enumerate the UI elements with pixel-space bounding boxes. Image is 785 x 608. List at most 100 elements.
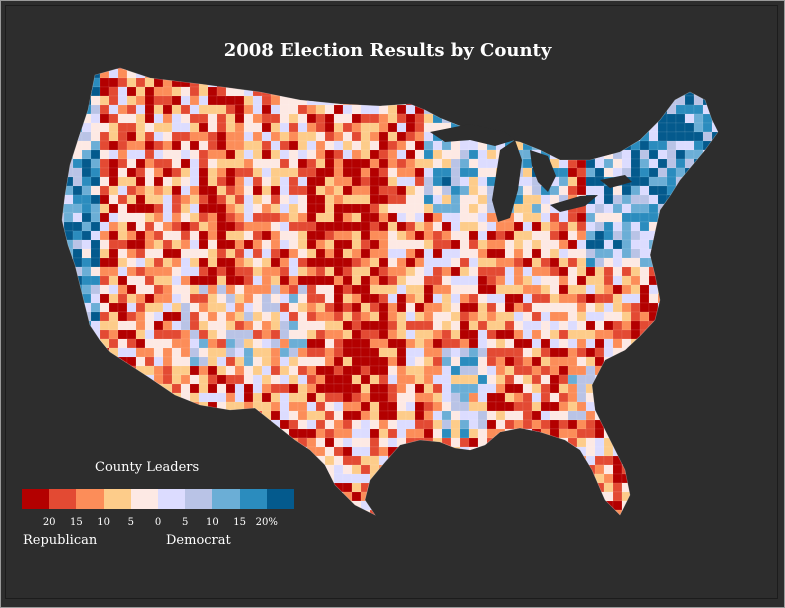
county-tile	[657, 500, 668, 511]
county-tile	[144, 401, 155, 412]
county-tile	[378, 77, 398, 88]
county-tile	[567, 284, 578, 295]
county-tile	[721, 438, 730, 447]
county-tile	[108, 176, 119, 187]
county-tile	[252, 446, 263, 457]
county-tile	[711, 203, 718, 214]
county-tile	[90, 68, 101, 70]
county-tile	[576, 428, 587, 439]
county-tile	[333, 437, 344, 448]
county-tile	[441, 266, 452, 277]
county-tile	[108, 275, 119, 286]
county-tile	[522, 410, 533, 421]
county-tile	[378, 392, 389, 403]
county-tile	[108, 167, 119, 178]
county-tile	[297, 230, 308, 241]
county-tile	[513, 401, 524, 412]
county-tile	[387, 257, 398, 268]
county-tile	[279, 284, 290, 295]
county-tile	[387, 302, 398, 313]
county-tile	[711, 401, 718, 412]
county-tile	[549, 185, 560, 196]
county-tile	[612, 437, 623, 448]
county-tile	[243, 203, 254, 214]
county-tile	[324, 68, 335, 79]
county-tile	[414, 437, 425, 448]
county-tile	[81, 194, 92, 205]
county-tile	[198, 86, 209, 97]
county-tile	[558, 410, 569, 421]
county-tile	[99, 194, 110, 205]
county-tile	[675, 266, 686, 277]
county-tile	[486, 68, 497, 70]
county-tile	[324, 437, 335, 448]
county-tile	[189, 104, 200, 115]
county-tile	[621, 401, 632, 412]
county-tile	[711, 167, 718, 178]
county-tile	[288, 266, 299, 277]
county-tile	[297, 464, 317, 475]
county-tile	[459, 68, 479, 79]
county-tile	[198, 167, 209, 178]
county-tile	[135, 95, 146, 106]
county-tile	[477, 374, 488, 385]
county-tile	[333, 86, 344, 97]
county-tile	[324, 266, 335, 277]
county-tile	[270, 383, 281, 394]
county-tile	[396, 491, 407, 502]
county-tile	[261, 113, 272, 124]
county-tile	[648, 437, 659, 448]
county-tile	[648, 122, 659, 133]
county-tile	[495, 419, 506, 430]
county-tile	[513, 347, 524, 358]
county-tile	[486, 365, 497, 376]
county-tile	[721, 231, 730, 240]
county-tile	[567, 68, 587, 70]
county-tile	[144, 311, 155, 322]
county-tile	[432, 68, 443, 70]
county-tile	[279, 347, 290, 358]
county-tile	[666, 509, 677, 515]
county-tile	[405, 500, 425, 511]
county-tile	[432, 401, 443, 412]
county-tile	[90, 104, 101, 115]
county-tile	[549, 68, 569, 79]
county-tile	[585, 86, 596, 97]
county-tile	[62, 95, 65, 106]
county-tile	[414, 410, 425, 421]
county-tile	[153, 68, 164, 70]
county-tile	[90, 131, 101, 142]
county-tile	[721, 492, 730, 501]
county-tile	[207, 311, 218, 322]
county-tile	[144, 428, 164, 439]
county-tile	[504, 284, 515, 295]
county-tile	[531, 410, 542, 421]
county-tile	[666, 68, 677, 79]
county-tile	[423, 383, 434, 394]
county-tile	[675, 464, 686, 475]
county-tile	[351, 320, 362, 331]
county-tile	[63, 248, 74, 259]
county-tile	[351, 491, 362, 502]
county-tile	[108, 473, 119, 484]
county-tile	[189, 275, 200, 286]
county-tile	[360, 212, 371, 223]
county-tile	[414, 347, 425, 358]
county-tile	[351, 68, 362, 79]
county-tile	[216, 266, 227, 277]
county-tile	[603, 230, 614, 241]
county-tile	[721, 105, 730, 114]
county-tile	[306, 122, 317, 133]
county-tile	[477, 257, 488, 268]
county-tile	[468, 482, 488, 493]
county-tile	[343, 528, 352, 537]
county-tile	[594, 311, 605, 322]
county-tile	[594, 140, 605, 151]
county-tile	[450, 401, 461, 412]
county-tile	[342, 257, 353, 268]
county-tile	[342, 509, 353, 515]
county-tile	[270, 446, 281, 457]
county-tile	[279, 275, 290, 286]
county-tile	[297, 284, 308, 295]
county-tile	[342, 203, 353, 214]
